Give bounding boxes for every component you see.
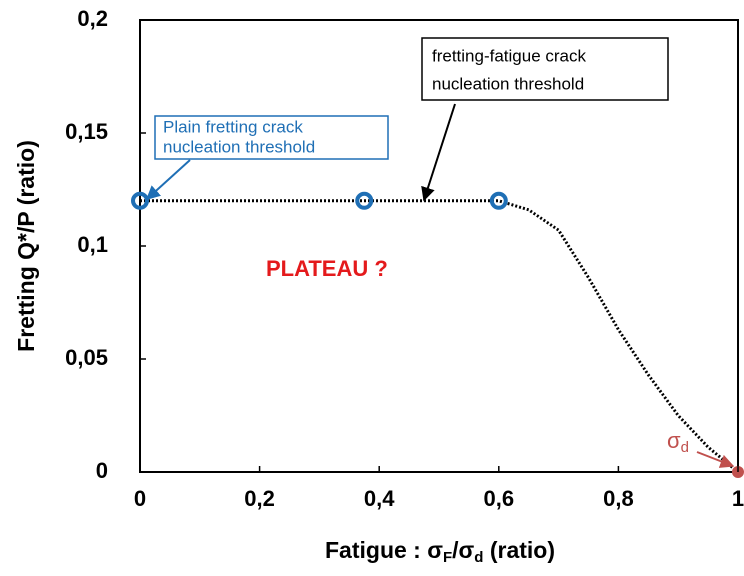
arrow: [145, 159, 191, 200]
annotation: nucleation threshold: [432, 74, 584, 93]
x-tick-label: 0: [134, 486, 146, 511]
annotation: fretting-fatigue crack: [432, 46, 587, 65]
x-tick-label: 0,4: [364, 486, 395, 511]
y-axis-label: Fretting Q*/P (ratio): [13, 140, 39, 352]
x-tick-label: 0,8: [603, 486, 634, 511]
x-axis-label: Fatigue : σF/σd (ratio): [325, 537, 555, 566]
annotation-box: [154, 115, 389, 160]
y-tick-label: 0,1: [77, 232, 108, 257]
x-tick-label: 0,6: [484, 486, 515, 511]
y-tick-label: 0: [96, 458, 108, 483]
annotation: Plain fretting crack: [163, 117, 303, 136]
annotation: σd: [667, 428, 689, 456]
annotation: PLATEAU ?: [266, 256, 388, 281]
x-tick-label: 0,2: [244, 486, 275, 511]
y-tick-label: 0,15: [65, 119, 108, 144]
annotation-box: [421, 37, 669, 101]
y-tick-label: 0,05: [65, 345, 108, 370]
arrow: [696, 451, 735, 468]
data-point: [131, 191, 149, 210]
data-point: [489, 191, 508, 210]
data-point: [355, 191, 374, 210]
x-tick-label: 1: [732, 486, 744, 511]
marks: [131, 191, 744, 478]
annotation: nucleation threshold: [163, 137, 315, 156]
curve: [140, 199, 739, 474]
arrow: [421, 103, 456, 202]
y-tick-label: 0,2: [77, 6, 108, 31]
